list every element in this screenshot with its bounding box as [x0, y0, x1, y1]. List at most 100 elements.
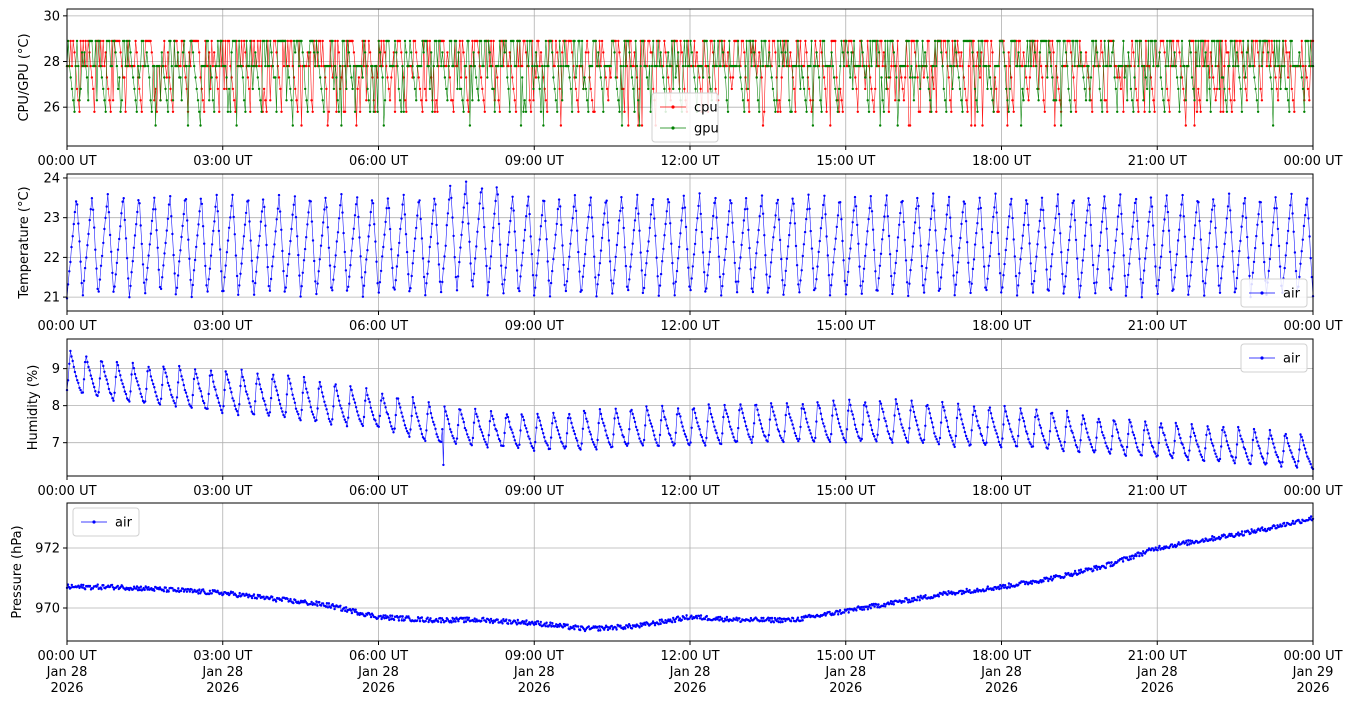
data-point: [1283, 64, 1286, 68]
data-point: [955, 51, 958, 54]
data-point: [1053, 228, 1056, 232]
data-point: [205, 284, 208, 287]
data-point: [654, 438, 657, 441]
data-point: [72, 39, 75, 43]
data-point: [901, 87, 904, 91]
data-point: [289, 87, 292, 91]
data-point: [335, 240, 338, 243]
data-point: [1173, 51, 1176, 54]
data-point: [1026, 87, 1029, 91]
data-point: [1094, 449, 1097, 452]
data-point: [207, 392, 210, 396]
data-point: [869, 195, 872, 198]
data-point: [618, 51, 621, 54]
data-point: [1076, 39, 1079, 43]
data-point: [830, 284, 833, 287]
data-point: [815, 420, 818, 423]
data-point: [333, 385, 336, 388]
data-point: [598, 262, 602, 265]
data-point: [642, 623, 645, 626]
data-point: [1098, 421, 1102, 424]
data-point: [438, 280, 442, 283]
data-point: [1008, 215, 1011, 218]
data-point: [405, 250, 409, 254]
data-point: [190, 39, 193, 43]
data-point: [242, 379, 246, 382]
data-point: [417, 617, 421, 620]
data-point: [737, 426, 740, 430]
data-point: [441, 428, 444, 431]
data-point: [102, 241, 105, 245]
data-point: [806, 421, 809, 424]
data-point: [1087, 436, 1090, 439]
data-point: [111, 99, 115, 102]
data-point: [413, 87, 417, 91]
data-point: [1128, 262, 1131, 265]
data-point: [1267, 437, 1271, 440]
data-point: [343, 64, 347, 68]
data-point: [401, 615, 404, 618]
data-point: [244, 211, 248, 215]
data-point: [1246, 235, 1249, 239]
data-point: [521, 251, 524, 254]
data-point: [422, 437, 426, 440]
y-tick-label: 26: [43, 101, 60, 116]
data-point: [730, 87, 733, 91]
data-point: [916, 39, 919, 43]
data-point: [394, 413, 397, 417]
data-point: [464, 429, 468, 432]
data-point: [472, 620, 475, 623]
data-point: [316, 604, 319, 607]
data-point: [1109, 64, 1113, 68]
data-point: [134, 99, 137, 102]
data-point: [1065, 409, 1069, 413]
data-point: [573, 432, 577, 436]
data-point: [564, 445, 568, 448]
x-tick-label: 18:00 UT: [972, 154, 1031, 169]
data-point: [302, 64, 306, 68]
data-point: [835, 413, 838, 416]
data-point: [687, 266, 690, 269]
data-point: [163, 252, 166, 255]
data-point: [249, 110, 252, 114]
data-point: [407, 432, 410, 435]
data-point: [337, 399, 341, 402]
data-point: [1137, 64, 1140, 68]
data-point: [941, 263, 944, 266]
data-point: [678, 245, 681, 249]
data-point: [1187, 458, 1190, 462]
data-point: [244, 51, 247, 54]
data-point: [130, 271, 133, 274]
data-point: [710, 227, 714, 230]
data-point: [139, 585, 143, 588]
data-point: [135, 110, 138, 114]
data-point: [844, 441, 848, 444]
data-point: [688, 285, 691, 288]
data-point: [1175, 425, 1179, 428]
data-point: [847, 409, 850, 412]
data-point: [840, 218, 843, 221]
data-point: [887, 432, 891, 436]
data-point: [643, 621, 646, 624]
data-point: [847, 64, 851, 68]
data-point: [602, 421, 605, 425]
data-point: [1097, 64, 1100, 68]
data-point: [565, 280, 569, 283]
data-point: [1182, 446, 1186, 450]
data-point: [78, 386, 81, 390]
data-point: [1180, 203, 1183, 206]
data-point: [1025, 199, 1028, 202]
data-point: [709, 237, 713, 241]
data-point: [560, 440, 563, 443]
data-point: [1203, 459, 1206, 463]
data-point: [292, 203, 295, 206]
data-point: [229, 64, 232, 68]
data-point: [522, 239, 526, 242]
data-point: [533, 621, 537, 624]
data-point: [441, 280, 444, 284]
data-point: [127, 587, 130, 590]
data-point: [1239, 39, 1242, 43]
data-point: [428, 87, 432, 91]
data-point: [247, 64, 251, 68]
data-point: [345, 87, 348, 91]
